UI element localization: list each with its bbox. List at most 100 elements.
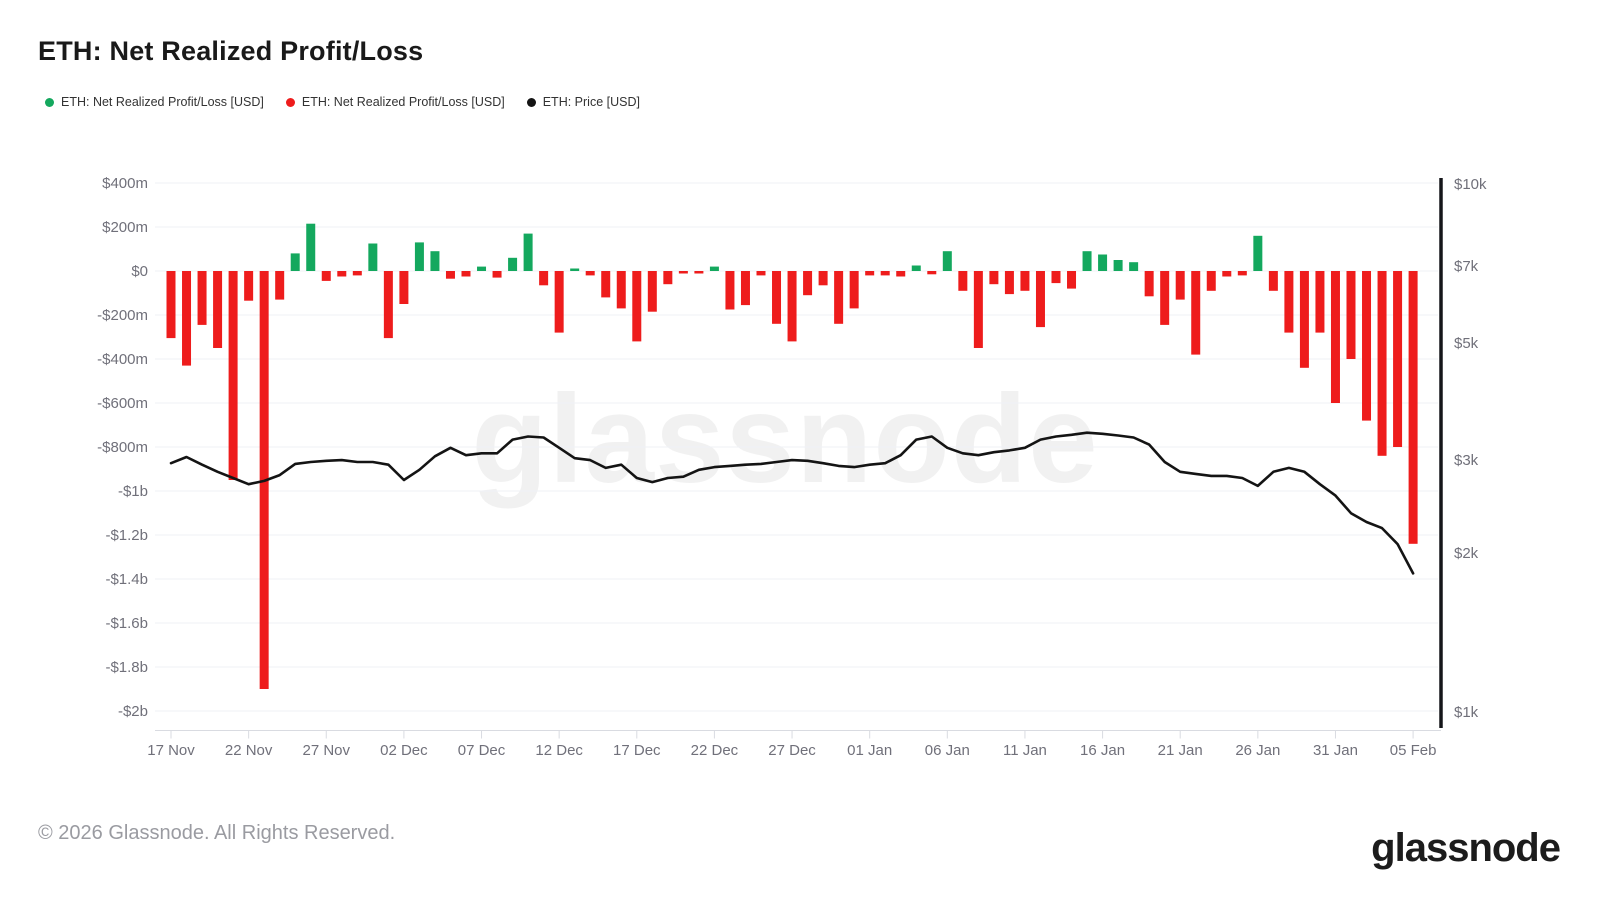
daily-net-realized-bar[interactable] xyxy=(477,266,487,271)
daily-net-realized-bar[interactable] xyxy=(508,257,518,271)
legend-item-net-realized-profit[interactable]: ETH: Net Realized Profit/Loss [USD] xyxy=(45,95,264,109)
daily-net-realized-bar[interactable] xyxy=(166,271,176,339)
daily-net-realized-bar[interactable] xyxy=(1315,271,1325,333)
daily-net-realized-bar[interactable] xyxy=(1113,260,1123,271)
daily-net-realized-bar[interactable] xyxy=(849,271,859,309)
daily-net-realized-bar[interactable] xyxy=(1067,271,1077,289)
daily-net-realized-bar[interactable] xyxy=(213,271,223,348)
daily-net-realized-bar[interactable] xyxy=(1035,271,1045,328)
daily-net-realized-bar[interactable] xyxy=(880,271,890,276)
daily-net-realized-bar[interactable] xyxy=(1362,271,1372,421)
daily-net-realized-bar[interactable] xyxy=(709,266,719,271)
daily-net-realized-bar[interactable] xyxy=(1408,271,1418,544)
daily-net-realized-bar[interactable] xyxy=(1098,254,1108,272)
left-axis-tick-label: -$1.8b xyxy=(105,659,148,676)
daily-net-realized-bar[interactable] xyxy=(1268,271,1278,291)
daily-net-realized-bar[interactable] xyxy=(275,271,285,300)
daily-net-realized-bar[interactable] xyxy=(1144,271,1154,297)
daily-net-realized-bar[interactable] xyxy=(337,271,347,277)
red-series-dot-icon xyxy=(285,97,295,107)
left-axis-tick-label: -$400m xyxy=(97,351,148,368)
x-axis-tick-label: 17 Dec xyxy=(613,742,661,759)
daily-net-realized-bar[interactable] xyxy=(1299,271,1309,368)
daily-net-realized-bar[interactable] xyxy=(290,253,300,271)
daily-net-realized-bar[interactable] xyxy=(539,271,549,286)
daily-net-realized-bar[interactable] xyxy=(1191,271,1201,355)
right-axis-tick-label: $3k xyxy=(1454,452,1479,469)
daily-net-realized-bar[interactable] xyxy=(197,271,207,325)
daily-net-realized-bar[interactable] xyxy=(834,271,844,324)
x-axis-tick-label: 06 Jan xyxy=(925,742,970,759)
daily-net-realized-bar[interactable] xyxy=(772,271,782,324)
left-axis-tick-label: -$1.6b xyxy=(105,615,148,632)
daily-net-realized-bar[interactable] xyxy=(1051,271,1061,284)
daily-net-realized-bar[interactable] xyxy=(306,223,316,271)
daily-net-realized-bar[interactable] xyxy=(445,271,455,279)
daily-net-realized-bar[interactable] xyxy=(740,271,750,306)
daily-net-realized-bar[interactable] xyxy=(430,251,440,271)
daily-net-realized-bar[interactable] xyxy=(896,271,906,277)
daily-net-realized-bar[interactable] xyxy=(663,271,673,285)
daily-net-realized-bar[interactable] xyxy=(368,243,378,272)
daily-net-realized-bar[interactable] xyxy=(678,271,688,274)
daily-net-realized-bar[interactable] xyxy=(461,271,471,277)
daily-net-realized-bar[interactable] xyxy=(1393,271,1403,447)
daily-net-realized-bar[interactable] xyxy=(911,265,921,272)
daily-net-realized-bar[interactable] xyxy=(244,271,254,301)
daily-net-realized-bar[interactable] xyxy=(352,271,362,276)
daily-net-realized-bar[interactable] xyxy=(616,271,626,309)
daily-net-realized-bar[interactable] xyxy=(1082,251,1092,271)
daily-net-realized-bar[interactable] xyxy=(399,271,409,304)
net-realized-profit-loss-bars[interactable] xyxy=(166,223,1418,689)
daily-net-realized-bar[interactable] xyxy=(601,271,611,298)
daily-net-realized-bar[interactable] xyxy=(1330,271,1340,403)
daily-net-realized-bar[interactable] xyxy=(414,242,424,271)
x-axis-tick-label: 27 Nov xyxy=(302,742,350,759)
daily-net-realized-bar[interactable] xyxy=(321,271,331,281)
daily-net-realized-bar[interactable] xyxy=(818,271,828,286)
right-axis-tick-label: $5k xyxy=(1454,335,1479,352)
legend-item-net-realized-loss[interactable]: ETH: Net Realized Profit/Loss [USD] xyxy=(285,95,505,109)
daily-net-realized-bar[interactable] xyxy=(182,271,192,366)
left-axis-tick-label: $200m xyxy=(102,219,148,236)
daily-net-realized-bar[interactable] xyxy=(570,268,580,272)
daily-net-realized-bar[interactable] xyxy=(1175,271,1185,300)
legend-item-price[interactable]: ETH: Price [USD] xyxy=(526,95,640,109)
daily-net-realized-bar[interactable] xyxy=(989,271,999,285)
daily-net-realized-bar[interactable] xyxy=(1206,271,1216,291)
daily-net-realized-bar[interactable] xyxy=(725,271,735,310)
daily-net-realized-bar[interactable] xyxy=(554,271,564,333)
daily-net-realized-bar[interactable] xyxy=(958,271,968,291)
daily-net-realized-bar[interactable] xyxy=(756,271,766,276)
daily-net-realized-bar[interactable] xyxy=(1284,271,1294,333)
daily-net-realized-bar[interactable] xyxy=(647,271,657,312)
gridlines xyxy=(155,182,1438,712)
daily-net-realized-bar[interactable] xyxy=(492,271,502,278)
daily-net-realized-bar[interactable] xyxy=(523,233,533,271)
daily-net-realized-bar[interactable] xyxy=(865,271,875,276)
daily-net-realized-bar[interactable] xyxy=(1004,271,1014,295)
daily-net-realized-bar[interactable] xyxy=(803,271,813,296)
daily-net-realized-bar[interactable] xyxy=(787,271,797,342)
left-axis-tick-label: -$600m xyxy=(97,395,148,412)
daily-net-realized-bar[interactable] xyxy=(1020,271,1030,291)
page-title: ETH: Net Realized Profit/Loss xyxy=(38,36,424,66)
daily-net-realized-bar[interactable] xyxy=(694,271,704,274)
daily-net-realized-bar[interactable] xyxy=(1160,271,1170,325)
daily-net-realized-bar[interactable] xyxy=(1129,262,1139,271)
daily-net-realized-bar[interactable] xyxy=(1237,271,1247,276)
daily-net-realized-bar[interactable] xyxy=(383,271,393,339)
daily-net-realized-bar[interactable] xyxy=(1253,235,1263,271)
daily-net-realized-bar[interactable] xyxy=(1222,271,1232,277)
daily-net-realized-bar[interactable] xyxy=(927,271,937,275)
daily-net-realized-bar[interactable] xyxy=(1377,271,1387,456)
x-axis-tick-label: 22 Dec xyxy=(691,742,739,759)
daily-net-realized-bar[interactable] xyxy=(1346,271,1356,359)
daily-net-realized-bar[interactable] xyxy=(632,271,642,342)
daily-net-realized-bar[interactable] xyxy=(973,271,983,348)
daily-net-realized-bar[interactable] xyxy=(228,271,238,480)
daily-net-realized-bar[interactable] xyxy=(942,251,952,271)
daily-net-realized-bar[interactable] xyxy=(585,271,595,276)
